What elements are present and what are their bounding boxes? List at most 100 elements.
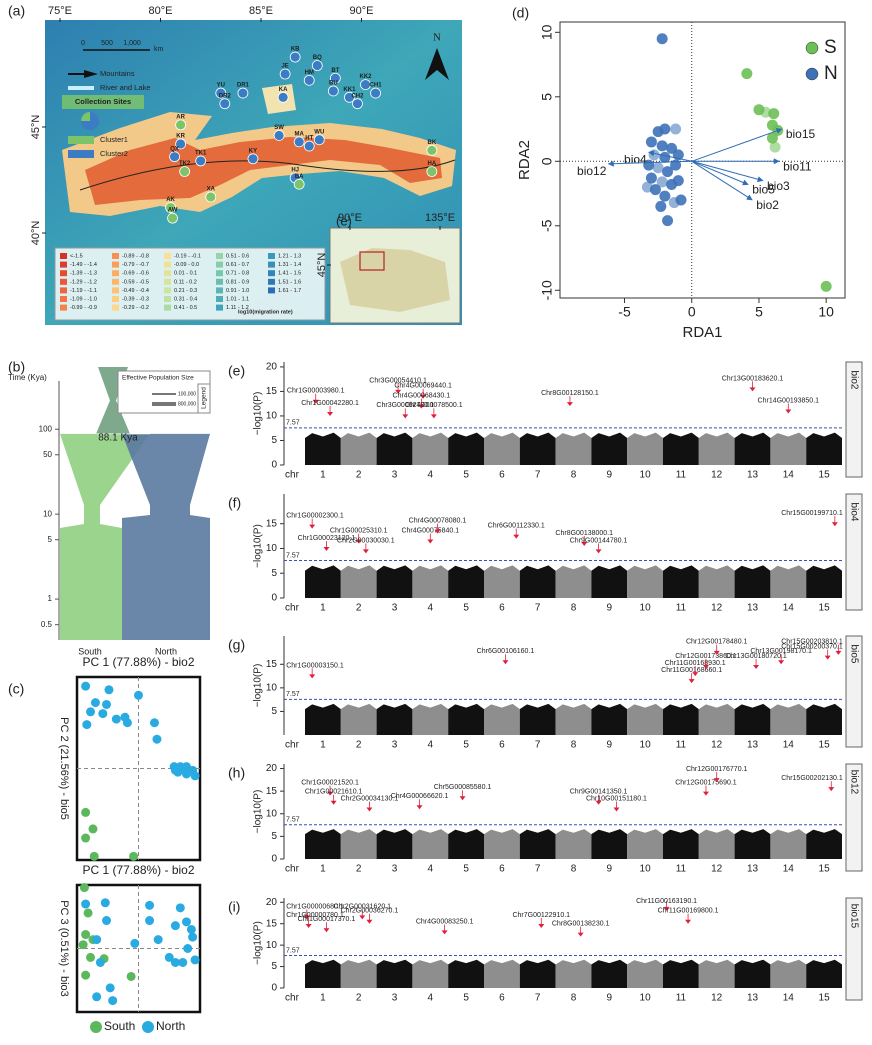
panel-label: (g) — [228, 637, 245, 653]
peak-marker — [327, 791, 334, 796]
rda-frame — [559, 21, 846, 299]
x-tick-label: 11 — [676, 864, 687, 875]
legend-swatch — [216, 296, 223, 302]
x-tick-label: 13 — [747, 603, 759, 614]
chart-title: PC 1 (77.88%) - bio2 — [82, 655, 194, 669]
peak-marker — [685, 919, 692, 924]
peak-marker — [362, 549, 369, 554]
x-tick-label: 14 — [783, 470, 795, 481]
legend-river — [68, 86, 94, 90]
x-tick-label: 13 — [747, 993, 759, 1004]
y-axis-label: −log10(P) — [253, 790, 264, 834]
x-tick-label: 12 — [711, 740, 723, 751]
chromosome-band — [698, 432, 735, 465]
chromosome-band — [412, 565, 449, 598]
x-tick-label: 12 — [711, 993, 723, 1004]
peak-marker — [309, 524, 316, 529]
peak-label: Chr12G00176770.1 — [686, 766, 748, 773]
peak-marker — [441, 930, 448, 935]
peak-marker — [713, 650, 720, 655]
peak-label: Chr1G00021520.1 — [301, 780, 359, 787]
peak-label: Chr2G00030030.1 — [337, 537, 395, 544]
point — [178, 957, 188, 967]
point — [645, 136, 657, 148]
chromosome-band — [448, 432, 484, 465]
site-label: HA — [428, 161, 437, 167]
legend-label: River and Lake — [100, 83, 150, 92]
point — [656, 33, 668, 45]
chromosome-band — [770, 959, 807, 988]
site-label: HJ — [291, 167, 299, 173]
peak-marker — [359, 915, 366, 920]
peak-marker — [420, 394, 427, 399]
x-tick-label: 5 — [463, 603, 469, 614]
chromosome-band — [340, 565, 377, 598]
site — [247, 153, 259, 165]
legend-label: -0.89 - -0.8 — [122, 253, 149, 259]
x-tick-label: 12 — [711, 864, 723, 875]
legend-swatch — [60, 278, 67, 285]
chromosome-band — [734, 565, 771, 598]
point — [79, 883, 89, 893]
y-tick-label: 20 — [266, 763, 278, 774]
peak-marker — [459, 796, 466, 801]
peak-marker — [688, 679, 695, 684]
x-tick-label: -5 — [618, 304, 631, 320]
site — [311, 60, 323, 71]
annotation: 88.1 Kya — [98, 433, 138, 444]
x-tick-label: 6 — [499, 603, 505, 614]
point — [641, 181, 653, 193]
chromosome-band — [412, 703, 449, 735]
point — [183, 944, 193, 953]
chromosome-band — [376, 703, 413, 735]
chromosome-band — [555, 959, 592, 988]
trait-box — [845, 897, 863, 1001]
peak-label: Chr14G00193850.1 — [758, 397, 820, 404]
point — [104, 685, 114, 695]
x-tick-label: 1 — [320, 864, 326, 875]
site — [303, 140, 315, 152]
trait-box — [845, 635, 863, 748]
site — [279, 68, 291, 80]
x-tick-label: 75°E — [48, 5, 72, 17]
point — [126, 971, 136, 981]
site-label: WU — [314, 129, 324, 135]
point — [760, 106, 772, 118]
panel-label: (b) — [8, 359, 25, 375]
point — [145, 916, 155, 926]
y-tick-label: 10 — [266, 940, 278, 951]
peak-marker — [312, 399, 319, 404]
site — [370, 87, 381, 99]
legend-swatch — [164, 253, 171, 259]
chromosome-band — [412, 829, 449, 859]
site — [277, 91, 289, 103]
peak-label: Chr6G00106160.1 — [477, 648, 535, 655]
peak-marker — [538, 924, 545, 928]
legend-box — [197, 383, 211, 414]
y-tick-label: -10 — [539, 280, 555, 300]
population-shape — [60, 433, 150, 640]
chromosome-band — [591, 959, 628, 988]
site — [219, 98, 231, 110]
site — [175, 138, 187, 150]
y-axis-label: −log10(P) — [253, 392, 264, 436]
site-label: KA — [279, 87, 288, 93]
y-tick-label: 0 — [271, 854, 277, 865]
y-tick-label: 0 — [271, 593, 277, 604]
legend-label: 1.11 - 1.2 — [226, 305, 249, 311]
legend-swatch — [112, 296, 119, 302]
legend-label: Cluster2 — [100, 149, 128, 158]
point — [81, 833, 91, 843]
chromosome-band — [663, 703, 699, 735]
x-axis-label: chr — [285, 740, 300, 751]
peak-label: Chr1G00000780.1 — [286, 912, 344, 919]
x-tick-label: 10 — [640, 470, 652, 481]
legend-label: 1.01 - 1.1 — [226, 296, 249, 302]
point — [648, 149, 660, 161]
peak-label: Chr1G00042280.1 — [301, 400, 359, 407]
point — [656, 140, 668, 152]
x-tick-label: 9 — [607, 864, 613, 875]
chromosome-band — [484, 432, 520, 465]
x-tick-label: 7 — [535, 864, 541, 875]
peak-marker — [692, 672, 699, 677]
